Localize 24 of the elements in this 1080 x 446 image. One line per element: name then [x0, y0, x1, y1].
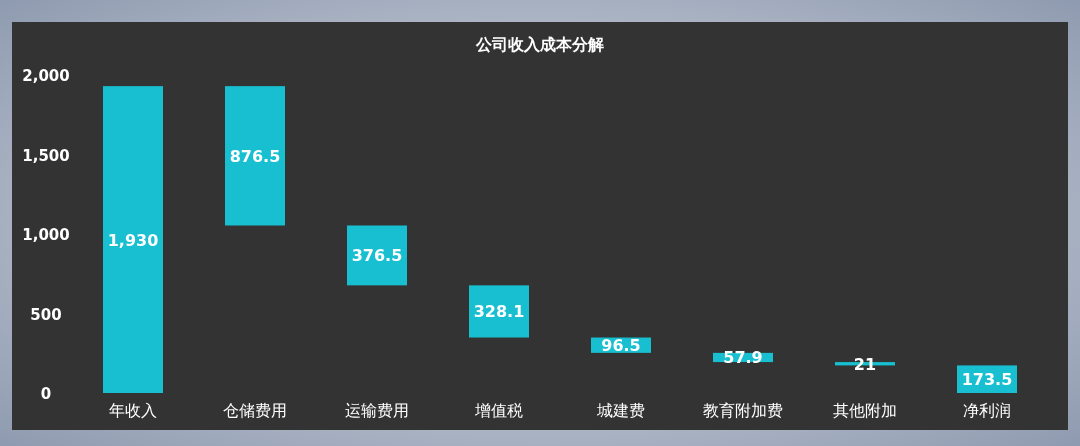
x-tick-label: 增值税 — [474, 401, 523, 420]
x-tick-label: 其他附加 — [833, 401, 897, 420]
x-tick-label: 教育附加费 — [703, 401, 783, 420]
x-tick-label: 仓储费用 — [223, 401, 287, 420]
bar — [347, 225, 407, 286]
x-tick-label: 年收入 — [109, 401, 157, 420]
x-tick-label: 运输费用 — [345, 401, 409, 420]
data-label: 1,930 — [107, 230, 159, 250]
bar — [469, 285, 529, 338]
x-tick-label: 城建费 — [596, 401, 645, 420]
chart-title: 公司收入成本分解 — [475, 35, 604, 54]
y-tick-label: 500 — [30, 305, 62, 324]
data-label: 173.5 — [961, 370, 1013, 390]
y-tick-label: 1,500 — [22, 146, 70, 165]
y-tick-label: 0 — [40, 385, 52, 403]
bar — [103, 86, 163, 393]
bar — [225, 86, 285, 226]
data-label: 96.5 — [601, 336, 641, 356]
y-tick-label: 2,000 — [22, 67, 70, 85]
x-tick-label: 净利润 — [963, 401, 1011, 420]
data-label: 376.5 — [351, 246, 403, 266]
data-label: 876.5 — [229, 146, 281, 166]
data-label: 328.1 — [473, 302, 525, 322]
y-tick-label: 1,000 — [22, 226, 70, 244]
